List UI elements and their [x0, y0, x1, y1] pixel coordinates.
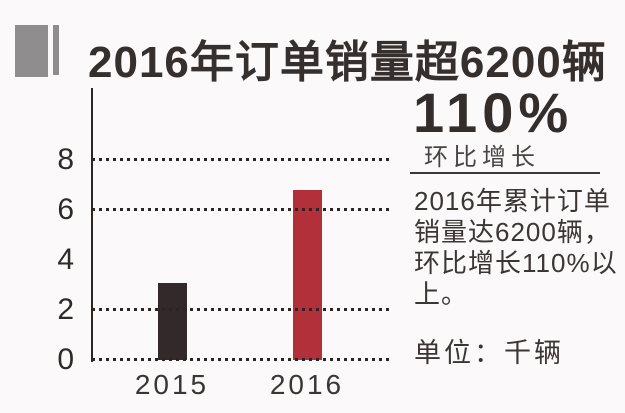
y-axis-line [91, 88, 93, 362]
y-axis-tick-label: 4 [57, 243, 74, 276]
y-axis-tick-label: 8 [57, 143, 74, 176]
growth-percent-caption: 环比增长 [424, 144, 540, 171]
gridline [92, 208, 390, 211]
description-line: 2016年累计订单 [414, 186, 611, 216]
title-bullet-icon [15, 25, 59, 77]
growth-percent-value: 110% [413, 81, 574, 144]
y-axis-tick-label: 6 [57, 193, 74, 226]
description-line: 环比增长110%以 [414, 248, 618, 278]
description-line: 上。 [414, 279, 469, 309]
gridline [92, 358, 390, 361]
description-paragraph: 2016年累计订单 销量达6200辆， 环比增长110%以 上。 [414, 186, 619, 310]
y-axis-tick-label: 0 [57, 343, 74, 376]
description-line: 销量达6200辆， [414, 217, 611, 247]
bar-2015 [157, 282, 187, 360]
bar-2016 [292, 190, 322, 360]
title-bullet-block [15, 25, 48, 77]
y-axis-tick-label: 2 [57, 293, 74, 326]
x-axis-label-2015: 2015 [134, 369, 210, 400]
title-bullet-sliver [53, 25, 59, 75]
x-axis-label-2016: 2016 [269, 369, 345, 400]
gridline [92, 308, 390, 311]
gridline [92, 158, 390, 161]
unit-label: 单位：千辆 [414, 338, 564, 368]
panel-divider-line [410, 172, 600, 174]
page-title: 2016年订单销量超6200辆 [88, 38, 607, 87]
